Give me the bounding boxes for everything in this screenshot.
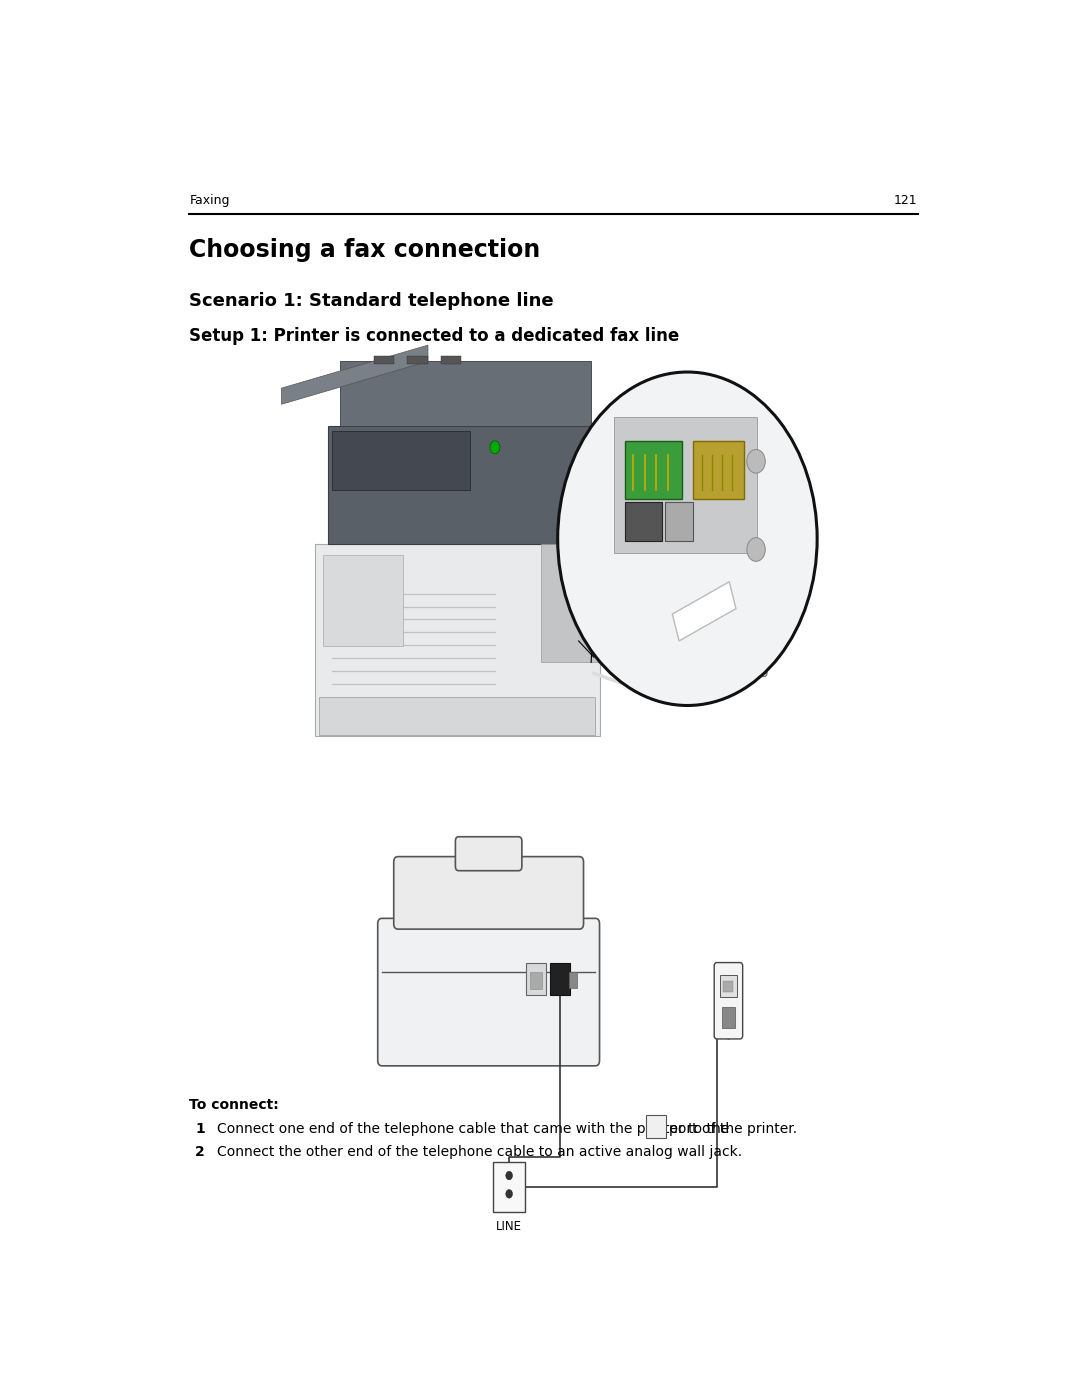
FancyBboxPatch shape — [665, 502, 693, 541]
FancyBboxPatch shape — [724, 981, 733, 992]
FancyBboxPatch shape — [721, 1007, 735, 1028]
Text: 1: 1 — [195, 1122, 205, 1136]
Polygon shape — [320, 697, 595, 735]
Polygon shape — [541, 545, 604, 662]
Polygon shape — [673, 581, 735, 641]
Circle shape — [490, 441, 500, 454]
Circle shape — [557, 372, 818, 705]
FancyBboxPatch shape — [714, 963, 743, 1039]
Text: Setup 1: Printer is connected to a dedicated fax line: Setup 1: Printer is connected to a dedic… — [189, 327, 679, 345]
FancyBboxPatch shape — [526, 963, 546, 996]
FancyBboxPatch shape — [693, 441, 744, 499]
Polygon shape — [282, 345, 428, 404]
Polygon shape — [327, 426, 604, 545]
FancyBboxPatch shape — [646, 1115, 665, 1139]
Text: Scenario 1: Standard telephone line: Scenario 1: Standard telephone line — [189, 292, 554, 310]
FancyBboxPatch shape — [743, 605, 767, 676]
Circle shape — [505, 1190, 513, 1199]
FancyBboxPatch shape — [569, 972, 578, 988]
FancyBboxPatch shape — [550, 963, 570, 996]
FancyBboxPatch shape — [494, 1161, 525, 1213]
FancyBboxPatch shape — [751, 636, 760, 652]
FancyBboxPatch shape — [456, 837, 522, 870]
Circle shape — [505, 1171, 513, 1180]
Text: LINE: LINE — [496, 1220, 522, 1232]
FancyBboxPatch shape — [625, 502, 662, 541]
Text: Choosing a fax connection: Choosing a fax connection — [189, 239, 541, 263]
FancyBboxPatch shape — [624, 441, 681, 499]
FancyBboxPatch shape — [613, 418, 757, 553]
FancyBboxPatch shape — [407, 356, 428, 365]
Circle shape — [747, 538, 766, 562]
Polygon shape — [323, 555, 403, 647]
Text: Connect one end of the telephone cable that came with the printer to the: Connect one end of the telephone cable t… — [217, 1122, 729, 1136]
Text: Faxing: Faxing — [189, 194, 230, 207]
Text: Connect the other end of the telephone cable to an active analog wall jack.: Connect the other end of the telephone c… — [217, 1146, 742, 1160]
Text: 2: 2 — [195, 1146, 205, 1160]
Text: port of the printer.: port of the printer. — [669, 1122, 797, 1136]
FancyBboxPatch shape — [720, 975, 737, 997]
Text: To connect:: To connect: — [189, 1098, 279, 1112]
FancyBboxPatch shape — [530, 972, 542, 989]
Circle shape — [747, 450, 766, 474]
Polygon shape — [332, 432, 470, 490]
FancyBboxPatch shape — [394, 856, 583, 929]
Text: ☐: ☐ — [651, 1120, 660, 1132]
FancyBboxPatch shape — [374, 356, 394, 365]
Polygon shape — [340, 362, 591, 426]
Polygon shape — [315, 545, 599, 736]
FancyBboxPatch shape — [441, 356, 461, 365]
Text: 121: 121 — [894, 194, 918, 207]
FancyBboxPatch shape — [378, 918, 599, 1066]
